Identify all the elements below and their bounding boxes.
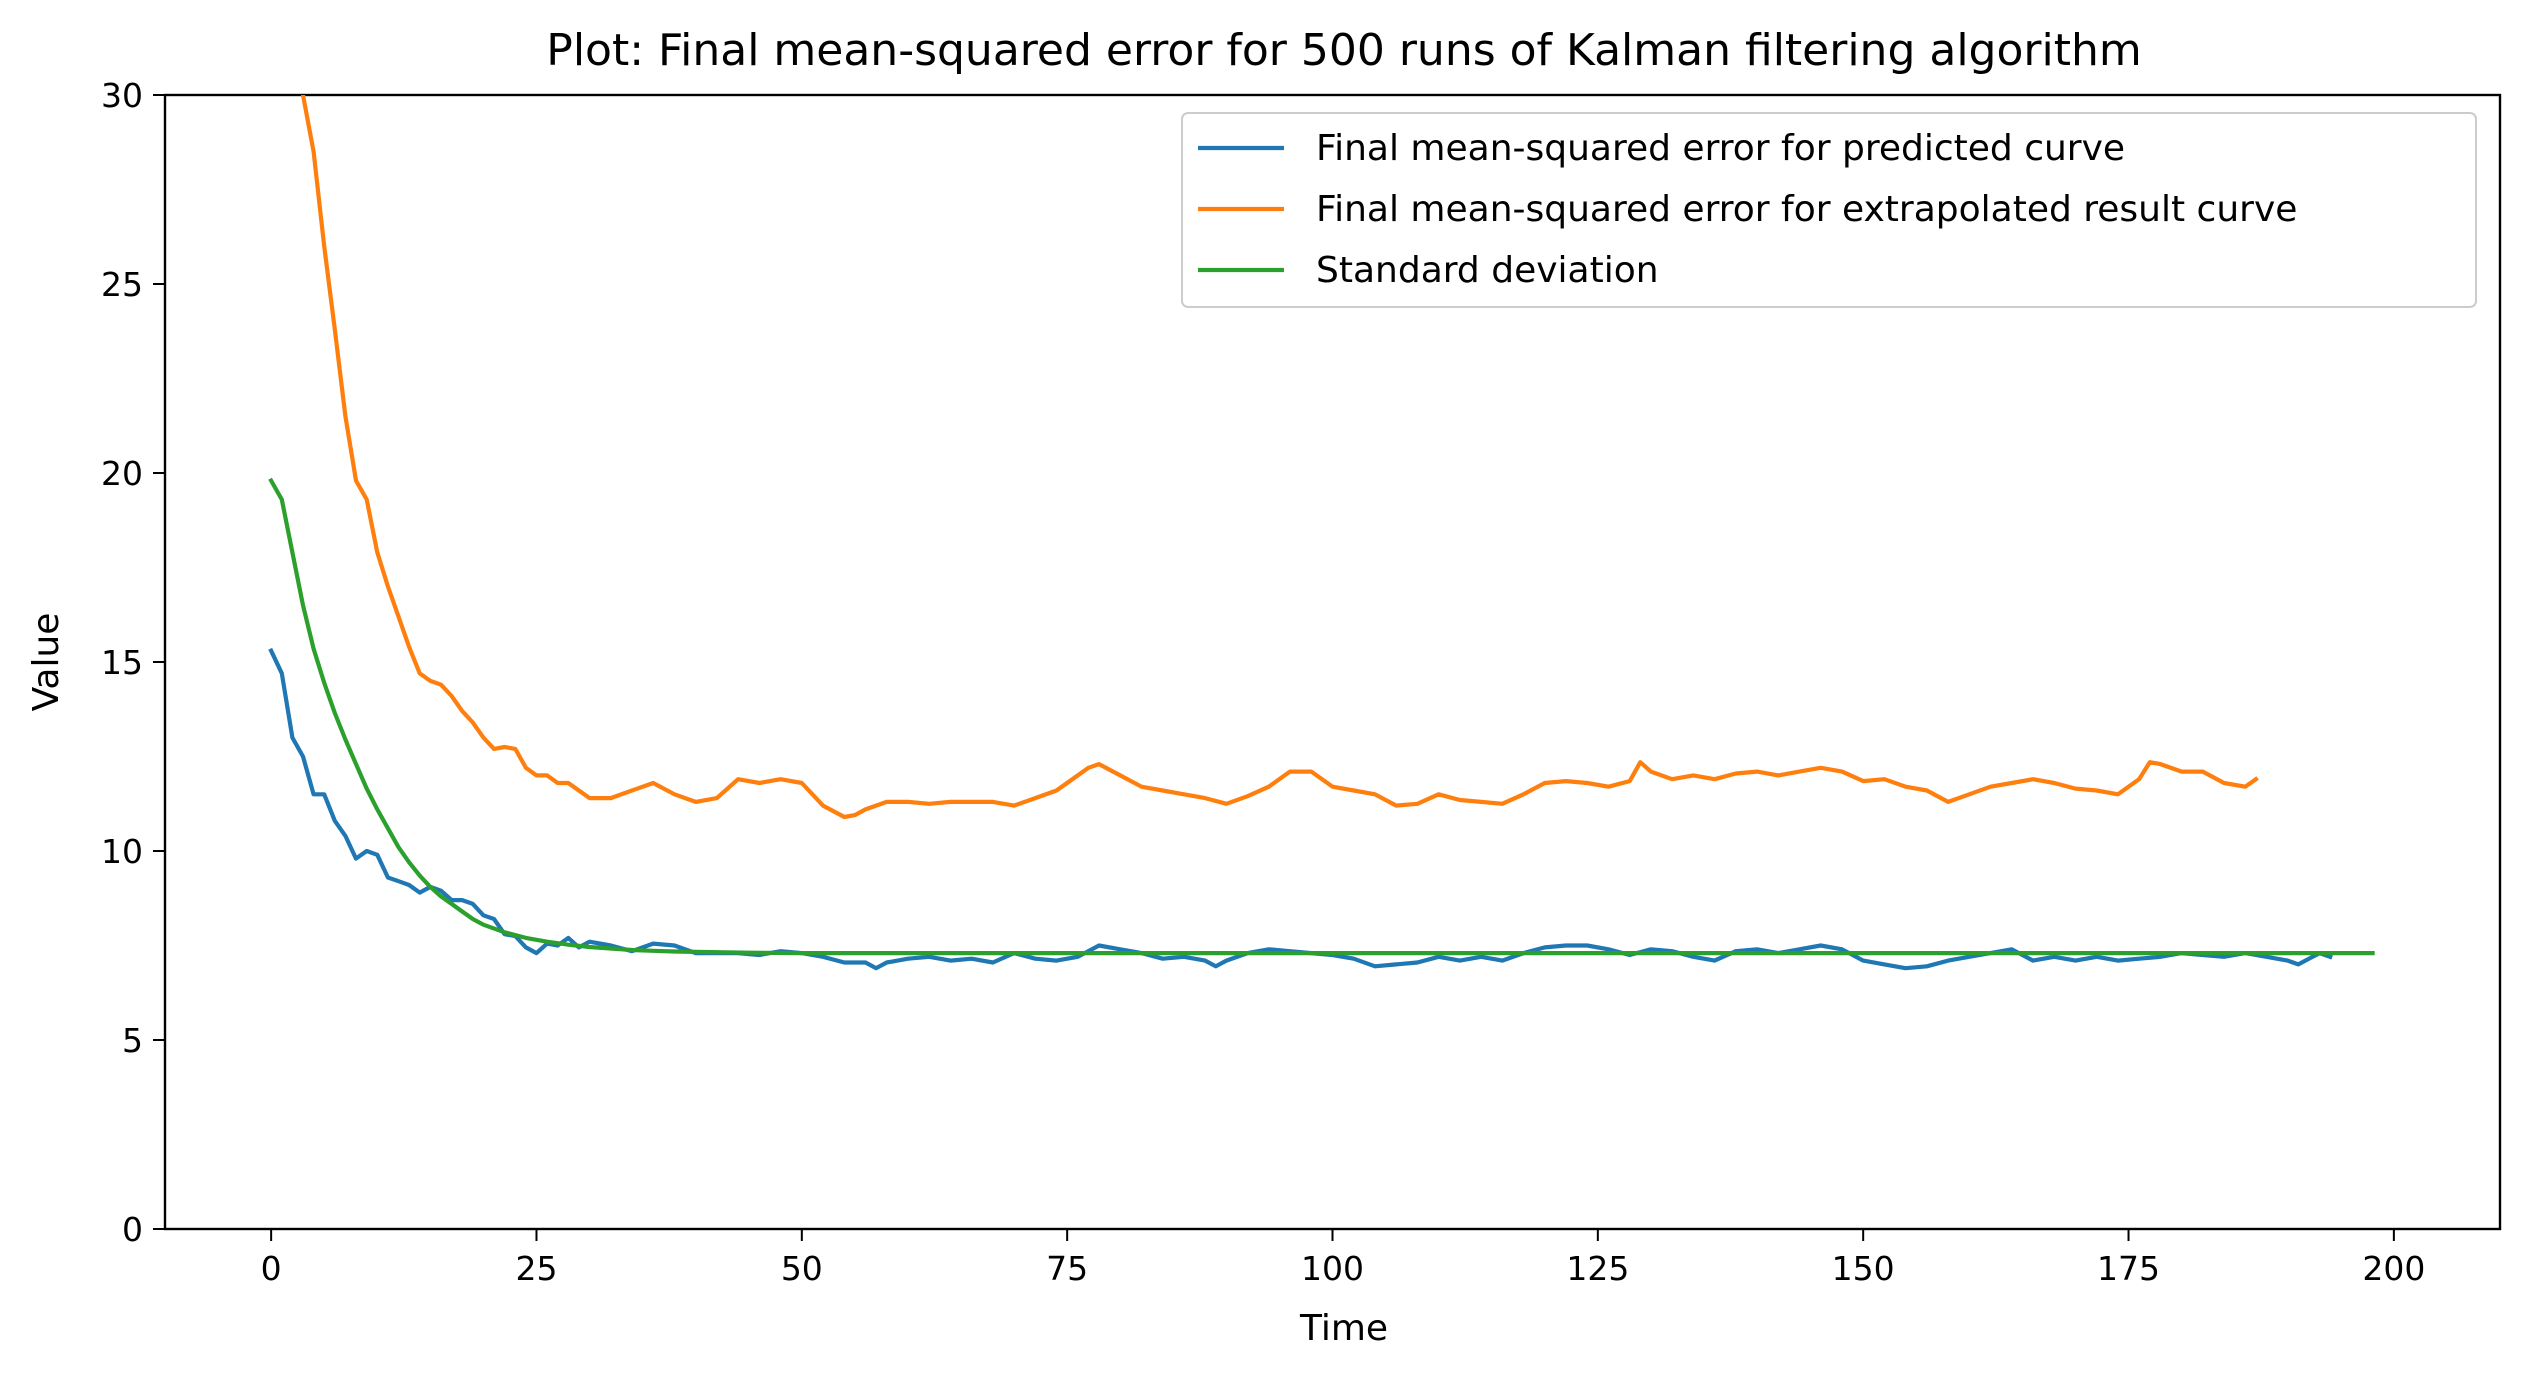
y-tick-label: 15 — [101, 643, 143, 682]
y-tick-label: 5 — [122, 1021, 143, 1060]
x-axis-label: Time — [1299, 1308, 1388, 1349]
series-line-1 — [268, 647, 2333, 971]
y-tick-label: 10 — [101, 832, 143, 871]
x-tick-label: 200 — [2362, 1249, 2425, 1288]
y-tick-label: 30 — [101, 76, 143, 115]
legend-label-3: Standard deviation — [1316, 250, 1659, 291]
x-tick-label: 100 — [1301, 1249, 1364, 1288]
x-tick-label: 125 — [1566, 1249, 1629, 1288]
legend-label-1: Final mean-squared error for predicted c… — [1316, 128, 2125, 169]
x-tick-label: 25 — [515, 1249, 557, 1288]
y-axis-label: Value — [26, 613, 67, 712]
y-tick-label: 0 — [122, 1210, 143, 1249]
legend: Final mean-squared error for predicted c… — [1181, 112, 2477, 308]
x-tick-label: 50 — [781, 1249, 823, 1288]
x-tick-label: 150 — [1832, 1249, 1895, 1288]
chart-title: Plot: Final mean-squared error for 500 r… — [546, 25, 2141, 76]
legend-box — [1181, 112, 2477, 308]
x-tick-label: 0 — [261, 1249, 282, 1288]
series-line-2 — [300, 95, 2259, 820]
x-tick-label: 175 — [2097, 1249, 2160, 1288]
y-tick-label: 20 — [101, 454, 143, 493]
x-tick-label: 75 — [1046, 1249, 1088, 1288]
series-lines — [268, 95, 2375, 971]
y-tick-label: 25 — [101, 265, 143, 304]
series-line-3 — [268, 477, 2375, 956]
axis-ticks: 0 25 50 75 100 125 150 175 200 0 5 10 15 20 25 30 — [101, 76, 2425, 1288]
legend-label-2: Final mean-squared error for extrapolate… — [1316, 189, 2297, 230]
